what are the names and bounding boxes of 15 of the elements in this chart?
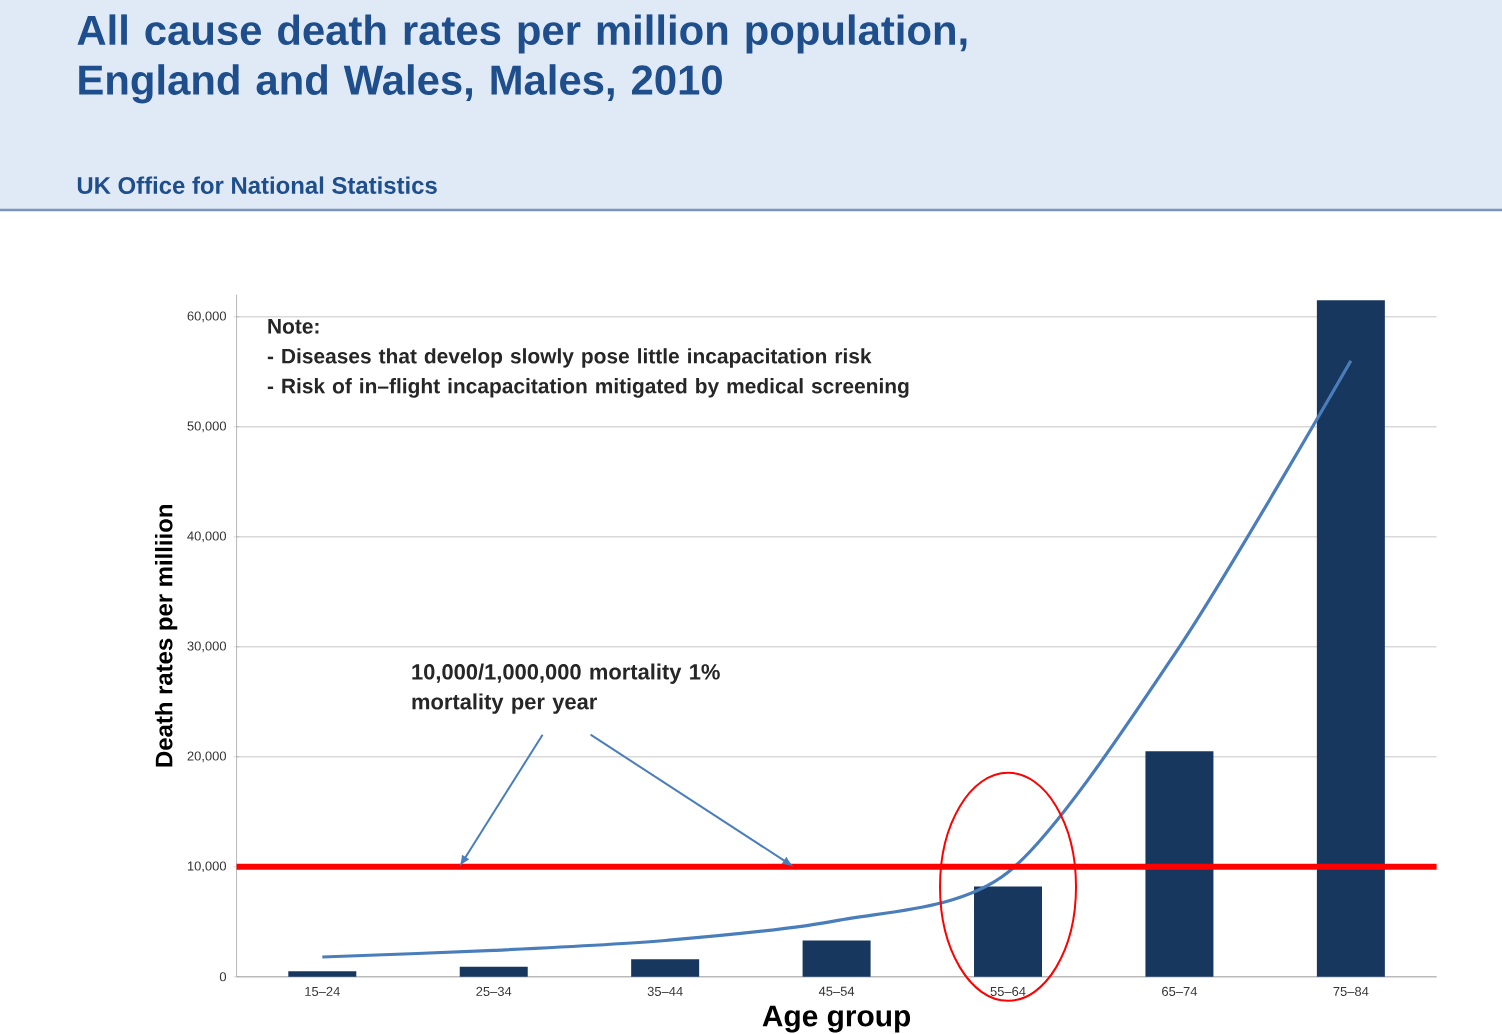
bar [1316, 300, 1385, 977]
bar [631, 959, 700, 977]
annotation: Note: [268, 319, 319, 334]
chart-title: All cause death rates per million population, England and Wales, Males, 2010 [77, 14, 967, 104]
annotation: - Diseases that develop slowly pose little incapacitation risk [267, 348, 872, 368]
bar [1145, 751, 1214, 977]
bar [288, 971, 357, 977]
chart-subtitle: UK Office for National Statistics [77, 176, 437, 194]
annotation: - Risk of in–flight incapacitation mitigated by medical screening [267, 378, 909, 398]
x-axis-title: Age group [762, 1005, 911, 1033]
ref-line-label: 10,000/1,000,000 mortality 1% mortality per year [412, 663, 720, 714]
y-axis-title: Death rates per milliion [154, 505, 178, 767]
bar [802, 940, 871, 977]
bar [459, 966, 528, 977]
bar [974, 886, 1043, 977]
